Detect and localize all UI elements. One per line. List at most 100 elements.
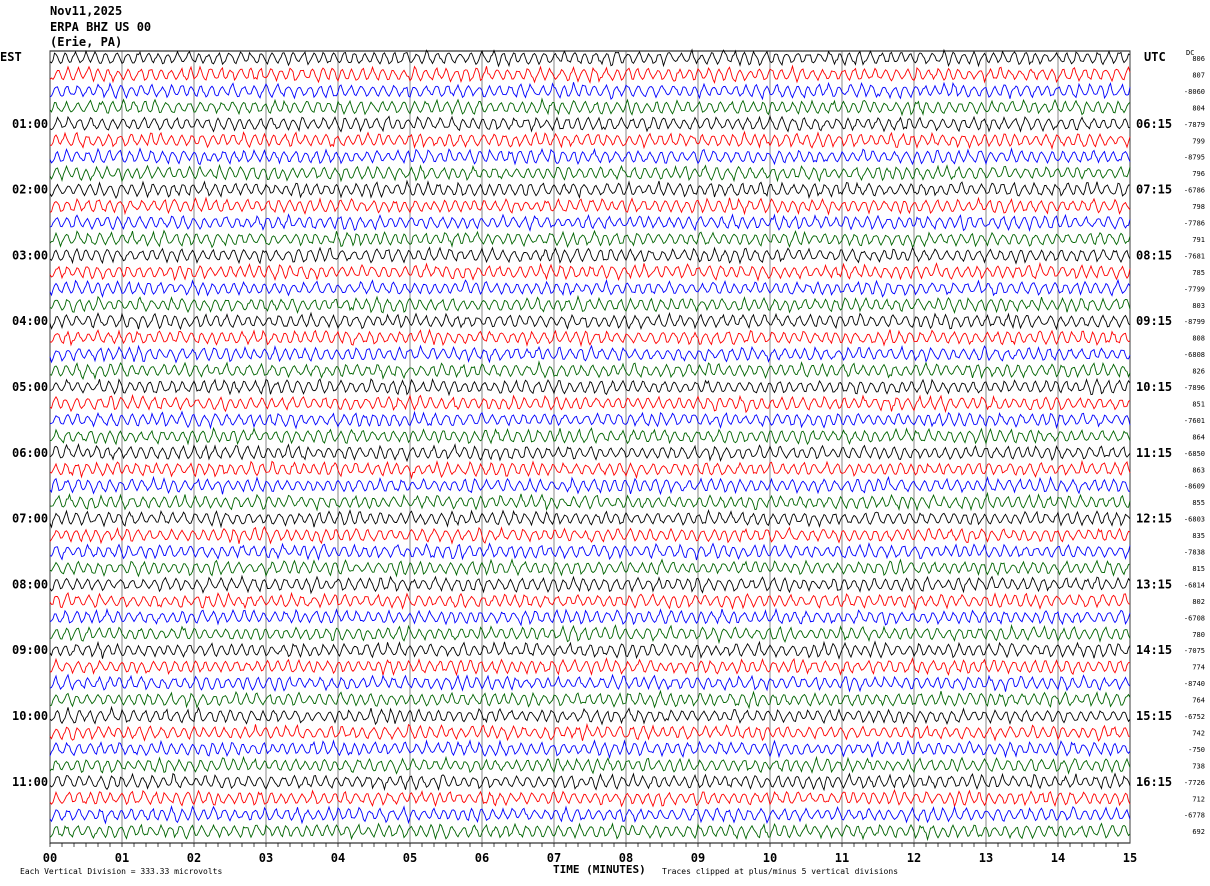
right-hour-label: 14:15 — [1136, 643, 1172, 657]
seismic-trace — [49, 261, 1131, 282]
seismic-trace — [49, 410, 1131, 430]
dc-offset-label: 851 — [1192, 400, 1205, 408]
dc-offset-label: -6778 — [1184, 812, 1205, 820]
seismic-trace — [49, 788, 1131, 808]
dc-offset-label: 826 — [1192, 368, 1205, 376]
x-tick-label: 01 — [115, 851, 129, 865]
seismic-trace — [49, 377, 1131, 397]
dc-offset-label: -7896 — [1184, 384, 1205, 392]
right-timezone: UTC — [1144, 50, 1166, 64]
seismic-trace — [49, 772, 1131, 792]
seismic-trace — [49, 491, 1131, 512]
x-tick-label: 08 — [619, 851, 633, 865]
dc-label: DC — [1186, 49, 1195, 57]
dc-offset-label: -750 — [1188, 746, 1205, 754]
dc-offset-label: 807 — [1192, 71, 1205, 79]
right-hour-label: 06:15 — [1136, 117, 1172, 131]
dc-offset-label: 742 — [1192, 729, 1205, 737]
left-timezone: EST — [0, 50, 22, 64]
dc-offset-label: -8799 — [1184, 318, 1205, 326]
right-hour-label: 15:15 — [1136, 709, 1172, 723]
seismic-trace — [49, 591, 1131, 611]
dc-offset-label: 815 — [1192, 565, 1205, 573]
right-hour-label: 12:15 — [1136, 512, 1172, 526]
dc-offset-label: -6708 — [1184, 614, 1205, 622]
dc-offset-label: 864 — [1192, 433, 1205, 441]
seismic-trace — [49, 114, 1131, 133]
seismic-trace — [49, 739, 1131, 760]
seismic-trace — [49, 805, 1131, 825]
x-tick-label: 14 — [1051, 851, 1065, 865]
dc-offset-label: 785 — [1192, 269, 1205, 277]
dc-offset-label: -6786 — [1184, 187, 1205, 195]
dc-offset-label: -8060 — [1184, 88, 1205, 96]
seismic-trace — [49, 640, 1131, 660]
dc-offset-label: -6850 — [1184, 450, 1205, 458]
left-hour-label: 10:00 — [12, 709, 48, 723]
right-hour-label: 09:15 — [1136, 314, 1172, 328]
x-tick-label: 15 — [1123, 851, 1137, 865]
seismic-trace — [49, 475, 1130, 496]
location-label: (Erie, PA) — [50, 35, 123, 49]
seismic-trace — [49, 328, 1131, 348]
dc-offset-label: -8609 — [1184, 483, 1205, 491]
dc-offset-label: 712 — [1192, 795, 1205, 803]
dc-offset-label: 799 — [1192, 137, 1205, 145]
dc-offset-label: -7786 — [1184, 220, 1205, 228]
seismic-trace — [49, 64, 1131, 84]
seismic-trace — [49, 147, 1131, 166]
seismic-trace — [49, 344, 1131, 364]
left-hour-label: 06:00 — [12, 446, 48, 460]
x-tick-label: 04 — [331, 851, 345, 865]
seismic-trace — [49, 81, 1131, 101]
dc-offset-label: 796 — [1192, 170, 1205, 178]
seismic-trace — [49, 442, 1131, 463]
dc-offset-label: 780 — [1192, 631, 1205, 639]
seismic-trace — [49, 278, 1131, 299]
x-tick-label: 09 — [691, 851, 705, 865]
seismic-trace — [49, 246, 1131, 265]
dc-offset-label: 738 — [1192, 762, 1205, 770]
seismic-trace — [49, 163, 1131, 183]
seismic-trace — [49, 558, 1131, 578]
dc-offset-label: -6814 — [1184, 581, 1205, 589]
seismic-trace — [49, 755, 1131, 775]
seismic-trace — [49, 48, 1131, 68]
dc-offset-label: 835 — [1192, 532, 1205, 540]
dc-offset-label: 692 — [1192, 828, 1205, 836]
seismic-trace — [49, 229, 1131, 249]
left-hour-label: 04:00 — [12, 314, 48, 328]
left-hour-label: 01:00 — [12, 117, 48, 131]
dc-offset-label: 863 — [1192, 466, 1205, 474]
seismic-trace — [49, 722, 1131, 742]
seismic-trace — [49, 657, 1131, 677]
right-hour-label: 07:15 — [1136, 183, 1172, 197]
dc-offset-label: 798 — [1192, 203, 1205, 211]
scale-note: Each Vertical Division = 333.33 microvol… — [20, 867, 223, 876]
x-tick-label: 10 — [763, 851, 777, 865]
seismic-trace — [49, 213, 1131, 232]
seismic-trace — [49, 179, 1131, 200]
seismic-trace — [49, 607, 1131, 627]
seismic-trace — [49, 822, 1131, 842]
x-tick-label: 06 — [475, 851, 489, 865]
dc-offset-label: 806 — [1192, 55, 1205, 63]
x-tick-label: 11 — [835, 851, 849, 865]
dc-offset-label: 804 — [1192, 104, 1205, 112]
dc-offset-label: -7601 — [1184, 417, 1205, 425]
x-tick-label: 13 — [979, 851, 993, 865]
seismic-trace — [49, 508, 1131, 529]
seismic-trace — [49, 130, 1131, 150]
seismic-trace — [49, 294, 1131, 315]
seismic-trace — [49, 574, 1131, 595]
dc-offset-label: 855 — [1192, 499, 1205, 507]
seismic-trace — [49, 360, 1131, 381]
left-hour-label: 11:00 — [12, 775, 48, 789]
dc-offset-label: 808 — [1192, 335, 1205, 343]
x-tick-label: 12 — [907, 851, 921, 865]
dc-offset-label: -6808 — [1184, 351, 1205, 359]
station-label: ERPA BHZ US 00 — [50, 20, 152, 34]
seismic-trace — [49, 525, 1131, 545]
seismic-trace — [49, 459, 1131, 480]
